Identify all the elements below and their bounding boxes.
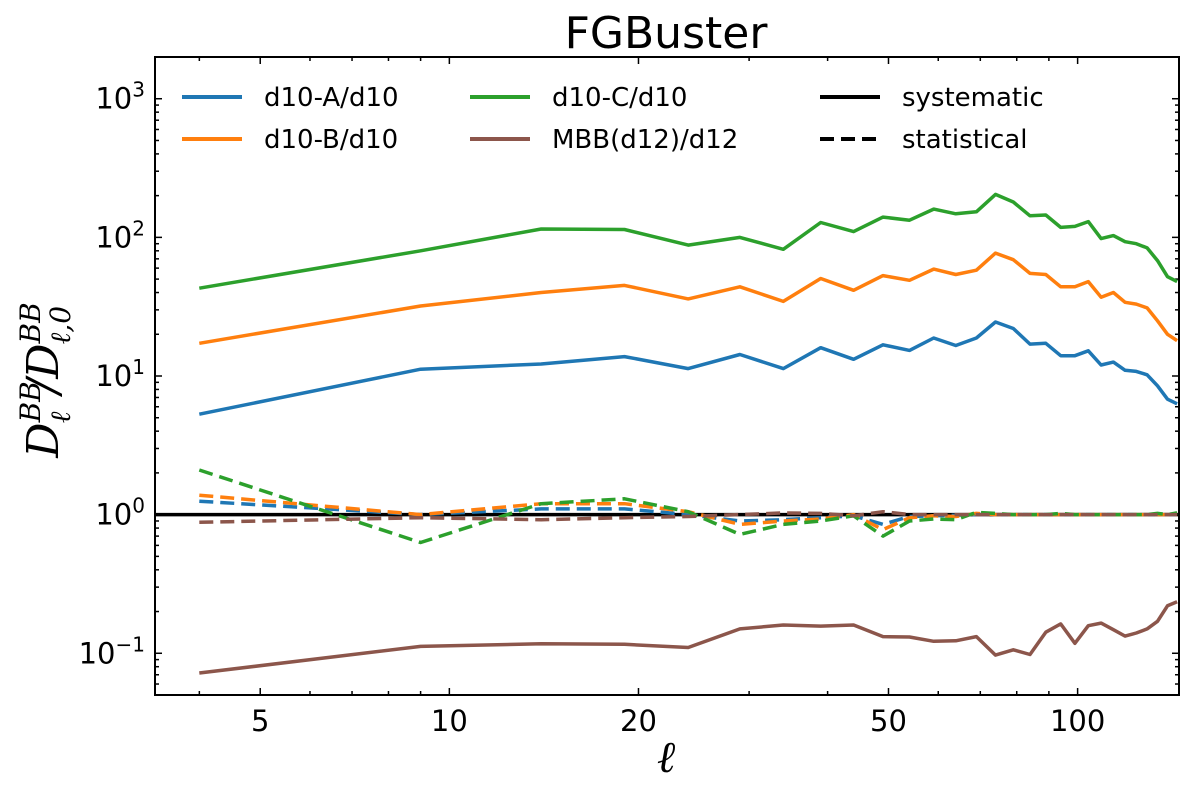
legend-label: d10-A/d10 xyxy=(264,83,399,113)
svg-text:DBBℓ/DBBℓ,0: DBBℓ/DBBℓ,0 xyxy=(14,302,77,458)
y-tick-label-exponent: 0 xyxy=(132,494,145,518)
x-tick-label: 50 xyxy=(870,704,907,738)
y-tick-label: 102 xyxy=(95,216,145,254)
y-tick-label-base: 10 xyxy=(95,82,132,116)
legend-label: statistical xyxy=(902,125,1028,155)
legend-label: d10-C/d10 xyxy=(552,83,687,113)
chart-title: FGBuster xyxy=(565,8,769,59)
y-tick-label-exponent: 1 xyxy=(132,355,145,379)
series-group xyxy=(198,192,1179,675)
legend-label: MBB(d12)/d12 xyxy=(552,125,738,155)
y-label-sub1: ℓ xyxy=(44,411,77,423)
y-label-sup1: BB xyxy=(14,381,47,423)
series-line-d10-c-d10-statistical xyxy=(198,468,1178,545)
y-tick-label: 10−1 xyxy=(79,632,145,670)
x-tick-label: 100 xyxy=(1050,704,1105,738)
series-line-d10-a-d10 xyxy=(198,320,1178,416)
y-axis-label: DBBℓ/DBBℓ,0 xyxy=(14,302,77,458)
y-tick-label: 101 xyxy=(95,355,145,393)
y-tick-label-base: 10 xyxy=(79,636,116,670)
x-tick-label: 20 xyxy=(620,704,657,738)
x-tick-label: 5 xyxy=(251,704,269,738)
y-tick-label-base: 10 xyxy=(95,359,132,393)
y-tick-label: 103 xyxy=(95,78,145,116)
series-line-mbb-d12-d12 xyxy=(199,600,1178,675)
series-line-d10-c-d10 xyxy=(199,192,1178,290)
series-line-d10-b-d10-statistical xyxy=(199,493,1178,532)
legend-label: d10-B/d10 xyxy=(264,125,398,155)
y-tick-label-base: 10 xyxy=(95,220,132,254)
y-tick-label: 100 xyxy=(95,494,145,532)
y-label-slash: / xyxy=(18,375,69,398)
legend-label: systematic xyxy=(902,83,1044,113)
series-line-mbb-d12-d12-statistical xyxy=(199,509,1178,525)
y-label-sup2: BB xyxy=(14,302,47,344)
y-tick-label-exponent: 2 xyxy=(132,216,145,240)
y-label-sub2: ℓ,0 xyxy=(44,306,77,344)
axis-ticks xyxy=(155,57,1179,695)
y-label-main2: D xyxy=(18,343,69,379)
y-tick-label-exponent: 3 xyxy=(132,78,145,102)
x-tick-label: 10 xyxy=(431,704,468,738)
y-tick-label-base: 10 xyxy=(95,498,132,532)
x-axis-label: ℓ xyxy=(657,732,676,783)
series-line-d10-b-d10 xyxy=(199,251,1179,346)
y-label-main: D xyxy=(18,422,69,458)
y-tick-label-exponent: −1 xyxy=(116,632,145,656)
